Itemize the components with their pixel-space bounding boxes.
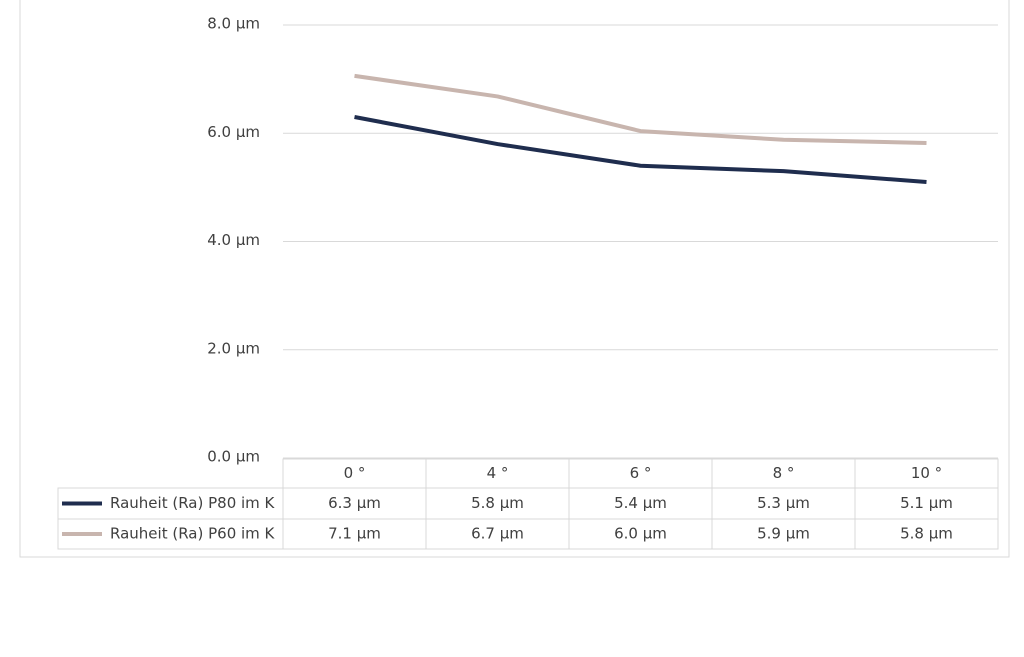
x-tick-label: 6 °: [630, 464, 652, 482]
x-tick-label: 0 °: [344, 464, 366, 482]
table-value: 6.0 µm: [614, 525, 667, 543]
y-tick-label: 0.0 µm: [207, 448, 260, 466]
y-tick-label: 4.0 µm: [207, 231, 260, 249]
series-line: [354, 115, 927, 184]
y-tick-label: 8.0 µm: [207, 15, 260, 33]
table-value: 6.3 µm: [328, 494, 381, 512]
table-value: 7.1 µm: [328, 525, 381, 543]
table-value: 5.9 µm: [757, 525, 810, 543]
x-tick-label: 10 °: [911, 464, 942, 482]
legend-label: Rauheit (Ra) P80 im K: [110, 494, 276, 512]
y-tick-label: 6.0 µm: [207, 123, 260, 141]
legend-label: Rauheit (Ra) P60 im K: [110, 525, 276, 543]
series-line: [354, 73, 927, 145]
x-tick-label: 8 °: [773, 464, 795, 482]
table-value: 5.8 µm: [471, 494, 524, 512]
table-value: 5.8 µm: [900, 525, 953, 543]
chart-border: [19, 0, 1010, 558]
table-value: 5.4 µm: [614, 494, 667, 512]
y-tick-label: 2.0 µm: [207, 339, 260, 357]
table-value: 5.3 µm: [757, 494, 810, 512]
table-value: 6.7 µm: [471, 525, 524, 543]
table-value: 5.1 µm: [900, 494, 953, 512]
x-tick-label: 4 °: [487, 464, 509, 482]
